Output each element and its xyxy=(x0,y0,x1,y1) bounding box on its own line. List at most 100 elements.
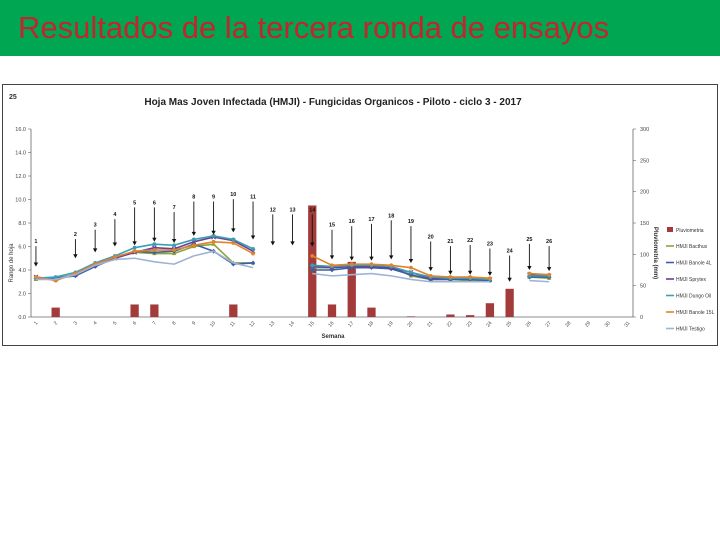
rain-bar xyxy=(130,304,139,317)
legend-label: HMJI Dungo Oil xyxy=(676,294,711,300)
series-point xyxy=(409,265,413,270)
series-point xyxy=(250,260,256,266)
annotation-label: 6 xyxy=(153,200,156,206)
y2-tick-label: 50 xyxy=(640,284,646,290)
x-tick-label: 11 xyxy=(229,320,237,328)
series-line xyxy=(529,279,550,283)
annotation-arrow-head xyxy=(369,256,374,261)
annotation-arrow-head xyxy=(507,277,512,282)
series-point xyxy=(251,251,255,256)
series-line xyxy=(35,235,254,280)
x-tick-label: 4 xyxy=(92,320,99,326)
series-point xyxy=(191,237,196,242)
annotation-arrow-head xyxy=(408,258,414,263)
series-point xyxy=(191,243,196,248)
annotation-arrow-head xyxy=(428,267,433,272)
y2-tick-label: 0 xyxy=(640,315,643,321)
annotation-arrow-head xyxy=(389,255,394,260)
x-tick-label: 23 xyxy=(466,320,474,328)
annotation-arrow-head xyxy=(112,242,118,247)
annotation-label: 13 xyxy=(289,207,295,213)
x-tick-label: 26 xyxy=(525,320,533,328)
x-tick-label: 8 xyxy=(171,320,178,326)
x-tick-label: 18 xyxy=(367,320,375,328)
series-point xyxy=(231,241,236,245)
y-tick-label: 12.0 xyxy=(15,174,26,180)
series-point xyxy=(231,237,236,242)
chart-corner-label: 25 xyxy=(9,94,17,101)
slide-title: Resultados de la tercera ronda de ensayo… xyxy=(18,10,610,45)
y-tick-label: 4.0 xyxy=(18,268,26,274)
annotation-label: 19 xyxy=(408,219,414,225)
x-tick-label: 19 xyxy=(387,320,395,328)
annotation-arrow-head xyxy=(349,256,354,261)
series-point xyxy=(112,255,117,259)
series-point xyxy=(527,271,532,276)
rain-bar xyxy=(406,316,416,317)
rain-bar xyxy=(446,314,455,317)
annotation-arrow-head xyxy=(290,241,295,246)
annotation-arrow-head xyxy=(329,255,335,260)
annotation-label: 26 xyxy=(546,239,552,245)
series-point xyxy=(349,262,354,267)
annotation-label: 10 xyxy=(230,192,236,198)
x-tick-label: 15 xyxy=(308,320,316,328)
x-tick-label: 27 xyxy=(544,320,552,328)
series-point xyxy=(389,263,394,268)
annotation-label: 23 xyxy=(487,242,493,248)
y-tick-label: 2.0 xyxy=(18,292,26,298)
series-point xyxy=(448,275,453,279)
series-point xyxy=(310,263,315,268)
x-tick-label: 21 xyxy=(426,320,434,328)
annotation-label: 20 xyxy=(428,234,434,240)
series-point xyxy=(468,275,473,279)
annotation-arrow-head xyxy=(231,228,236,233)
y-tick-label: 14.0 xyxy=(15,151,26,157)
legend-label: HMJI Testigo xyxy=(676,327,705,333)
rain-bar xyxy=(229,304,238,317)
series-point xyxy=(330,263,334,268)
series-point xyxy=(251,246,255,251)
annotation-arrow-head xyxy=(487,271,493,276)
rain-bar xyxy=(150,304,159,317)
rain-bar xyxy=(367,307,376,317)
annotation-arrow-head xyxy=(152,237,157,242)
series-point xyxy=(53,275,58,279)
annotation-label: 14 xyxy=(309,207,316,213)
annotation-label: 2 xyxy=(74,232,77,238)
series-line xyxy=(35,236,254,281)
x-tick-label: 3 xyxy=(73,320,80,326)
series-point xyxy=(211,239,216,244)
x-tick-label: 9 xyxy=(191,320,198,326)
rain-bar xyxy=(466,315,475,317)
series-point xyxy=(132,245,137,250)
legend-label: HMJI Sprytex xyxy=(676,277,707,283)
annotation-label: 9 xyxy=(212,195,215,201)
x-tick-label: 14 xyxy=(288,320,296,328)
annotation-arrow-head xyxy=(132,241,137,246)
rain-bar xyxy=(505,288,514,317)
x-tick-label: 6 xyxy=(132,320,139,326)
series-point xyxy=(211,241,216,246)
annotation-label: 22 xyxy=(467,238,473,244)
x-axis-label: Semana xyxy=(321,334,345,340)
x-tick-label: 25 xyxy=(505,320,513,328)
annotation-label: 18 xyxy=(388,213,394,219)
annotation-arrow-head xyxy=(546,267,552,272)
series-line xyxy=(312,272,490,283)
annotation-label: 8 xyxy=(192,195,195,201)
annotation-arrow-head xyxy=(250,235,256,240)
annotation-arrow-head xyxy=(33,262,39,267)
legend-swatch-rain xyxy=(667,227,673,232)
x-tick-label: 20 xyxy=(406,320,414,328)
legend-label: HMJI Banole 15L xyxy=(676,310,715,316)
annotation-arrow-head xyxy=(448,270,453,275)
annotation-label: 25 xyxy=(526,237,532,243)
rain-bar xyxy=(51,307,60,317)
annotation-label: 5 xyxy=(133,200,136,206)
legend-label: HMJI Banole 4L xyxy=(676,261,712,267)
series-line xyxy=(311,255,490,280)
series-point xyxy=(152,249,157,255)
y-tick-label: 6.0 xyxy=(18,245,26,251)
series-point xyxy=(152,248,157,252)
